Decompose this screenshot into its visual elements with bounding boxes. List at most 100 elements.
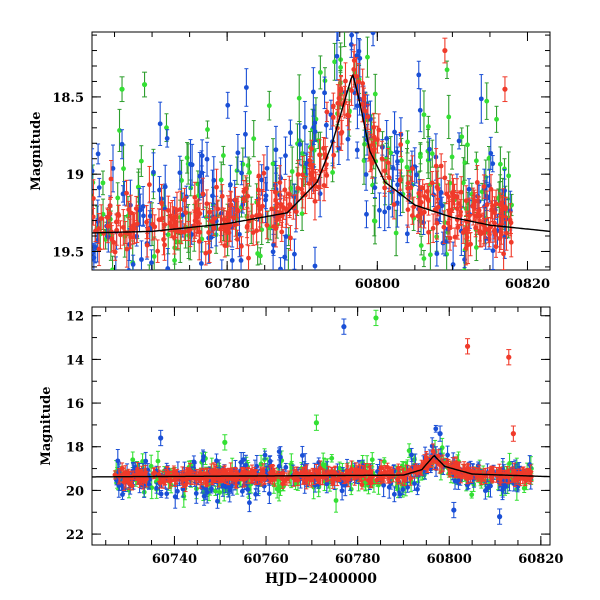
top-data-point (312, 129, 318, 135)
top-data-point (243, 131, 248, 137)
top-data-point (204, 201, 210, 207)
top-data-point (473, 245, 479, 250)
bottom-data-point (295, 477, 301, 483)
bottom-outlier-point (506, 354, 512, 360)
bottom-data-point (397, 491, 403, 497)
bottom-y-tick-label: 12 (66, 310, 84, 325)
bottom-data-marks (92, 309, 550, 525)
bottom-data-point (225, 482, 231, 488)
bottom-data-point (369, 457, 375, 463)
top-data-point (238, 257, 244, 263)
top-model-curve (92, 73, 550, 234)
top-data-point (276, 290, 281, 295)
top-data-point (384, 136, 390, 141)
bottom-data-point (247, 500, 252, 506)
bottom-data-point (283, 464, 289, 470)
top-data-point (278, 266, 283, 270)
top-data-point (350, 11, 355, 16)
top-data-point (382, 168, 388, 174)
top-data-point (175, 291, 180, 296)
top-data-point (488, 150, 494, 156)
top-data-point (261, 170, 267, 176)
top-data-point (237, 231, 242, 237)
bottom-data-point (406, 448, 412, 454)
top-data-point (155, 248, 161, 254)
top-data-point (119, 141, 125, 147)
top-data-point (478, 96, 484, 102)
top-data-point (500, 214, 506, 220)
top-data-point (371, 218, 377, 224)
top-data-point (356, 48, 362, 54)
top-data-point (376, 127, 382, 133)
top-data-point (444, 67, 450, 73)
bottom-data-point (201, 454, 206, 459)
bottom-data-point (405, 484, 411, 490)
top-data-point (445, 220, 451, 226)
bottom-data-point (528, 469, 534, 475)
top-data-point (339, 129, 345, 135)
top-data-point (225, 211, 231, 217)
top-data-point (274, 204, 279, 210)
top-data-point (415, 213, 421, 219)
top-data-point (317, 70, 323, 75)
top-data-point (330, 103, 336, 109)
bottom-model-curve (92, 454, 550, 478)
top-data-point (404, 231, 410, 237)
top-data-point (427, 252, 433, 258)
top-data-point (354, 147, 360, 153)
top-data-point (244, 223, 250, 229)
bottom-data-point (215, 498, 220, 504)
top-data-point (293, 209, 299, 215)
top-data-point (365, 114, 371, 120)
top-data-point (215, 206, 221, 212)
top-data-point (189, 162, 195, 168)
top-data-point (141, 213, 146, 219)
top-data-point (110, 267, 115, 270)
top-data-point (107, 203, 113, 209)
top-data-point (206, 230, 212, 235)
top-data-point (478, 282, 483, 287)
top-data-point (370, 32, 376, 36)
top-data-point (118, 232, 123, 238)
top-axis-ticks: 60780 60800 60820 18.5 19 19.5 (52, 32, 550, 292)
bottom-data-point (233, 476, 238, 482)
top-data-point (147, 286, 152, 291)
bottom-data-point (366, 469, 372, 475)
bottom-data-point (482, 488, 488, 494)
top-data-point (426, 229, 431, 235)
top-data-point (497, 161, 503, 167)
top-outlier-point (119, 86, 125, 92)
top-data-point (330, 170, 336, 175)
bottom-data-point (267, 458, 273, 464)
top-data-point (92, 168, 95, 174)
top-data-point (246, 255, 251, 261)
top-data-point (464, 234, 470, 240)
top-outlier-point (502, 86, 508, 92)
top-data-point (192, 218, 198, 224)
top-data-point (484, 98, 490, 104)
top-data-point (165, 266, 171, 270)
top-data-point (481, 184, 487, 189)
bottom-y-tick-label: 16 (66, 397, 84, 412)
top-data-point (199, 153, 205, 159)
top-data-point (493, 232, 498, 237)
top-data-point (234, 207, 240, 213)
bottom-data-point (204, 480, 209, 486)
bottom-data-point (253, 491, 259, 497)
bottom-data-point (115, 458, 121, 464)
bottom-data-point (251, 470, 257, 476)
top-data-point (501, 251, 506, 257)
top-data-point (393, 230, 399, 236)
top-data-point (434, 251, 440, 257)
top-data-point (351, 67, 357, 72)
top-data-point (405, 139, 410, 145)
top-data-point (92, 196, 96, 201)
top-data-point (98, 216, 104, 221)
bottom-data-point (280, 481, 286, 487)
top-outlier-point (141, 81, 148, 88)
top-data-point (124, 190, 129, 196)
top-data-point (144, 219, 149, 225)
top-data-point (104, 215, 110, 220)
bottom-data-point (243, 462, 249, 468)
top-data-point (126, 268, 132, 270)
